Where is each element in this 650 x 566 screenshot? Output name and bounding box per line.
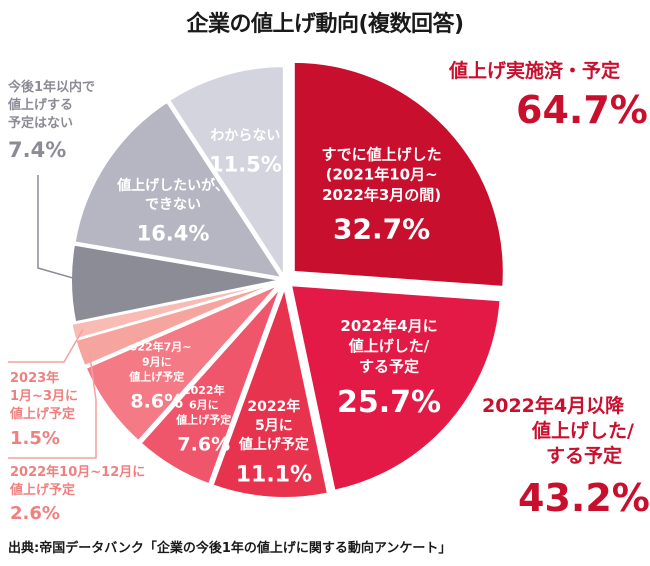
after-april-title-2: 値上げした/ [532, 420, 634, 442]
implemented-title: 値上げ実施済・予定 [449, 60, 621, 82]
slice-label-1-2: する予定 [359, 357, 419, 375]
pie-slice-4 [84, 283, 280, 443]
pie-slice-1 [289, 284, 502, 492]
pie-slice-2 [211, 284, 330, 499]
no-plan-line2: 値上げする [8, 98, 74, 113]
q2023-line2: 1月~3月に [10, 389, 78, 404]
after-april-title-3: する予定 [546, 445, 623, 467]
slice-label-1-0: 2022年4月に [340, 317, 437, 335]
slice-label-2-1: 5月に [255, 418, 293, 434]
pie-slice-7 [70, 243, 282, 324]
slice-label-2-0: 2022年 [247, 398, 300, 415]
q2023-line3: 値上げ予定 [10, 407, 76, 422]
slice-value-2: 11.1% [236, 463, 312, 488]
after-april-value: 43.2% [518, 476, 650, 520]
slice-label-8-0: 値上げしたいが、 [116, 177, 229, 194]
slice-label-3-2: 値上げ予定 [175, 412, 231, 426]
slice-value-9: 11.5% [209, 153, 282, 177]
pie-slice-0 [292, 60, 505, 288]
slice-label-8-1: できない [145, 197, 201, 213]
leader-line-q2023 [8, 329, 84, 363]
no-plan-line1: 今後1年以内で [8, 80, 96, 95]
implemented-value: 64.7% [516, 88, 648, 132]
q2023-value: 1.5% [10, 428, 60, 449]
pie-slice-3 [139, 286, 282, 486]
slice-value-3: 7.6% [177, 434, 230, 456]
slice-value-8: 16.4% [137, 222, 210, 246]
oct-dec-line2: 値上げ予定 [10, 483, 76, 498]
slice-label-3-0: 2022年 [183, 383, 225, 397]
slice-value-4: 8.6% [130, 390, 183, 412]
after-april-title-1: 2022年4月以降 [482, 395, 625, 417]
slice-label-9-0: わからない [210, 128, 280, 144]
no-plan-line3: 予定はない [8, 116, 74, 131]
slice-value-0: 32.7% [333, 213, 430, 246]
pie-slice-9 [167, 65, 285, 280]
slice-label-2-2: 値上げ予定 [238, 436, 309, 453]
slice-label-4-2: 値上げ予定 [128, 369, 184, 383]
oct-dec-line1: 2022年10月~12月に [10, 465, 146, 480]
slice-label-0-0: すでに値上げした [322, 145, 442, 163]
slice-label-3-1: 6月に [189, 399, 219, 412]
slice-label-0-2: 2022年3月の間) [322, 186, 441, 204]
chart-title: 企業の値上げ動向(複数回答) [186, 12, 464, 37]
slice-label-4-1: 9月に [142, 355, 172, 368]
slice-label-0-1: (2021年10月~ [326, 166, 438, 184]
oct-dec-value: 2.6% [10, 503, 60, 524]
leader-line-oct-dec [8, 349, 97, 459]
pie-slice-8 [73, 100, 284, 280]
leader-line-no-plan [37, 175, 92, 284]
no-plan-value: 7.4% [8, 138, 67, 162]
pie-slice-6 [70, 280, 278, 341]
slice-label-1-1: 値上げした/ [348, 337, 430, 355]
source-note: 出典:帝国データバンク「企業の今後1年の値上げに関する動向アンケート」 [8, 541, 452, 556]
q2023-line1: 2023年 [10, 371, 60, 386]
slice-value-1: 25.7% [337, 385, 441, 420]
